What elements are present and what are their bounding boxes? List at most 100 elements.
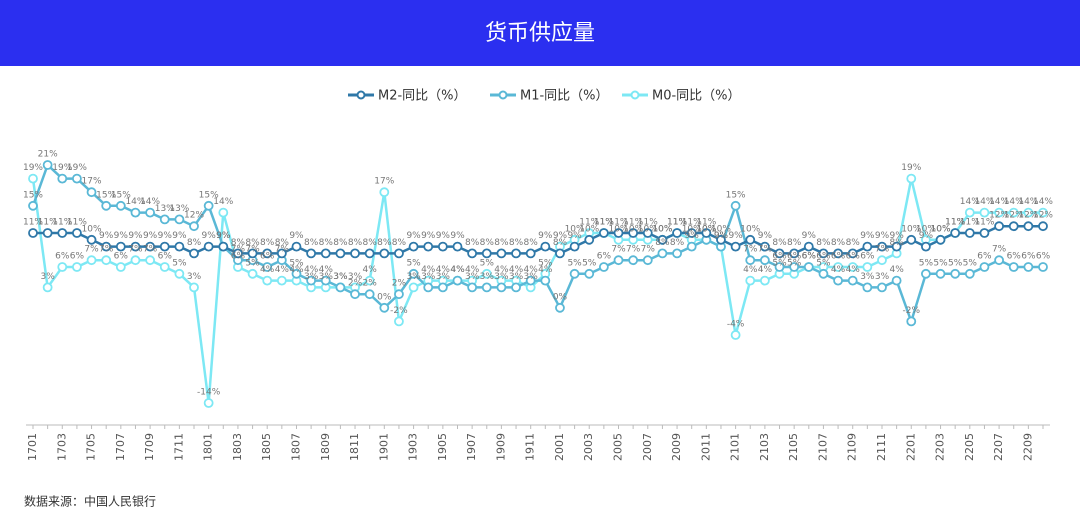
data-point bbox=[145, 241, 156, 252]
data-point bbox=[306, 248, 317, 259]
x-tick-label: 1903 bbox=[407, 433, 420, 461]
x-tick-label: 1911 bbox=[524, 433, 537, 461]
data-point bbox=[130, 207, 141, 218]
data-label: 4% bbox=[260, 265, 275, 275]
data-label: 7% bbox=[231, 245, 246, 255]
data-label: 5% bbox=[245, 258, 260, 268]
data-label: 4% bbox=[289, 265, 304, 275]
data-point bbox=[1038, 262, 1048, 272]
data-label: 3% bbox=[187, 272, 202, 282]
data-point bbox=[730, 330, 741, 340]
x-tick-label: 2105 bbox=[787, 433, 800, 461]
data-label: 10% bbox=[696, 224, 716, 234]
data-label: 14% bbox=[213, 197, 233, 207]
data-label: 3% bbox=[494, 272, 509, 282]
data-label: 4% bbox=[363, 265, 378, 275]
data-label: 15% bbox=[96, 190, 116, 200]
data-label: 11% bbox=[945, 218, 965, 228]
data-point bbox=[86, 255, 97, 266]
data-point bbox=[189, 221, 199, 232]
data-point bbox=[613, 255, 624, 266]
data-point bbox=[481, 248, 492, 259]
legend-marker bbox=[356, 90, 366, 100]
data-label: 6% bbox=[158, 252, 173, 262]
x-tick-label: 2201 bbox=[904, 433, 917, 461]
data-label: 10% bbox=[565, 224, 585, 234]
data-label: 3% bbox=[860, 272, 875, 282]
data-label: 11% bbox=[696, 218, 716, 228]
x-tick-label: 1811 bbox=[348, 433, 361, 461]
data-point bbox=[174, 241, 185, 252]
data-point bbox=[877, 241, 887, 252]
data-point bbox=[891, 241, 902, 252]
x-tick-label: 1901 bbox=[377, 433, 390, 461]
data-point bbox=[1008, 221, 1019, 232]
data-label: 4% bbox=[524, 265, 539, 275]
data-label: 9% bbox=[172, 231, 187, 241]
data-label: 15% bbox=[23, 190, 43, 200]
data-label: 10% bbox=[931, 224, 951, 234]
data-point bbox=[262, 262, 273, 272]
data-point bbox=[174, 214, 185, 225]
data-label: 0% bbox=[553, 292, 568, 302]
x-tick-label: 2101 bbox=[729, 433, 742, 461]
data-label: -2% bbox=[390, 306, 408, 316]
data-label: 8% bbox=[333, 238, 348, 248]
data-point bbox=[686, 241, 697, 252]
data-label: 7% bbox=[99, 245, 114, 255]
data-point bbox=[964, 228, 975, 238]
data-point bbox=[511, 282, 521, 293]
data-point bbox=[130, 241, 141, 252]
data-label: 14% bbox=[1018, 197, 1038, 207]
data-label: 8% bbox=[245, 238, 260, 248]
data-point bbox=[686, 228, 697, 238]
data-point bbox=[86, 234, 97, 245]
data-label: 3% bbox=[465, 272, 480, 282]
data-label: 7% bbox=[641, 245, 656, 255]
data-label: 4% bbox=[465, 265, 480, 275]
data-point bbox=[101, 200, 112, 211]
data-point bbox=[233, 248, 243, 259]
data-point bbox=[437, 241, 448, 252]
data-label: -14% bbox=[197, 388, 221, 398]
data-label: 8% bbox=[480, 238, 495, 248]
data-label: 6% bbox=[846, 252, 861, 262]
data-label: 9% bbox=[553, 231, 568, 241]
data-point bbox=[467, 248, 478, 259]
data-point bbox=[1023, 207, 1034, 218]
data-point bbox=[1038, 221, 1048, 232]
data-point bbox=[730, 200, 741, 211]
data-point bbox=[569, 241, 580, 252]
data-point bbox=[364, 275, 375, 286]
data-label: 6% bbox=[70, 252, 85, 262]
data-label: 2% bbox=[363, 279, 378, 289]
data-label: 8% bbox=[363, 238, 378, 248]
data-point bbox=[291, 268, 302, 279]
data-label: 3% bbox=[40, 272, 55, 282]
data-label: 13% bbox=[169, 204, 189, 214]
data-label: 10% bbox=[682, 224, 702, 234]
x-tick-label: 1809 bbox=[319, 433, 332, 461]
data-point bbox=[920, 268, 931, 279]
data-label: 9% bbox=[538, 231, 553, 241]
data-label: 10% bbox=[711, 224, 731, 234]
data-point bbox=[145, 255, 156, 266]
data-label: 4% bbox=[494, 265, 509, 275]
data-point bbox=[350, 289, 360, 300]
data-label: 3% bbox=[421, 272, 436, 282]
data-point bbox=[730, 241, 741, 252]
data-label: 11% bbox=[638, 218, 658, 228]
data-point bbox=[716, 234, 726, 245]
data-point bbox=[189, 282, 199, 293]
data-point bbox=[628, 228, 639, 238]
legend-marker bbox=[498, 90, 508, 100]
data-label: 8% bbox=[772, 238, 787, 248]
data-point bbox=[159, 214, 170, 225]
data-point bbox=[423, 241, 434, 252]
data-label: 4% bbox=[846, 265, 861, 275]
data-point bbox=[935, 234, 946, 245]
data-point bbox=[276, 275, 287, 286]
data-label: 17% bbox=[374, 177, 394, 187]
data-label: 6% bbox=[816, 252, 831, 262]
data-label: 3% bbox=[524, 272, 539, 282]
